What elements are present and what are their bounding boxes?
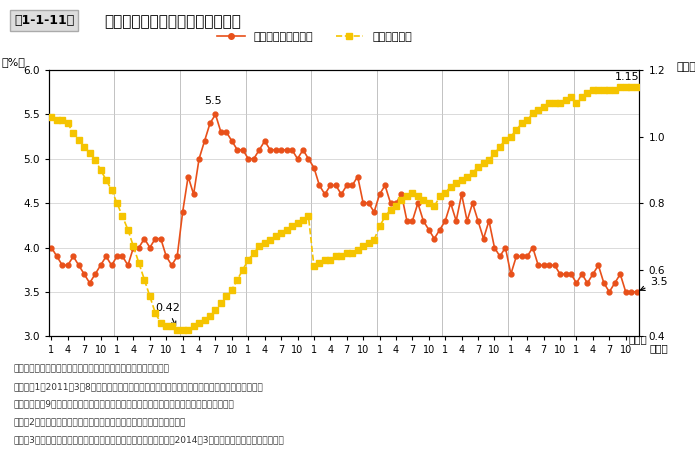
Y-axis label: （%）: （%）: [1, 57, 25, 67]
Text: 3．完全失業率、有効求人倍率ともに季節調整値。それぞれ2014年3月時点の公表値を用いている。: 3．完全失業率、有効求人倍率ともに季節調整値。それぞれ2014年3月時点の公表値…: [14, 435, 285, 444]
Text: （注）　1．2011年3～8月の完全失業率は、岩手県、宮城県及び福島県を除く全国結果である。: （注） 1．2011年3～8月の完全失業率は、岩手県、宮城県及び福島県を除く全国…: [14, 382, 263, 391]
Y-axis label: （倍）: （倍）: [677, 62, 695, 72]
Text: 0.42: 0.42: [155, 303, 180, 326]
Text: （月）: （月）: [629, 334, 648, 344]
Text: 1.15: 1.15: [615, 72, 639, 82]
Text: 資料：総務省「労働力調査」、厚生労働省「職業安定業務統計」: 資料：総務省「労働力調査」、厚生労働省「職業安定業務統計」: [14, 364, 170, 373]
Text: 2．有効求人倍率には、新規学卒者を除きパートタイムを含む。: 2．有効求人倍率には、新規学卒者を除きパートタイムを含む。: [14, 417, 186, 426]
Text: 完全失業率、有効求人倍率の推移: 完全失業率、有効求人倍率の推移: [104, 14, 241, 29]
Text: 3.5: 3.5: [640, 277, 668, 290]
Text: （年）: （年）: [650, 343, 669, 353]
Text: （9月分結果から、岩手県、宮城県及び福島県を含む全国結果の公表を再開。）: （9月分結果から、岩手県、宮城県及び福島県を含む全国結果の公表を再開。）: [14, 400, 235, 409]
Text: 第1-1-11図: 第1-1-11図: [14, 14, 74, 27]
Text: 5.5: 5.5: [204, 96, 222, 106]
Legend: 完全失業率（左軸）, 有効求人倍率: 完全失業率（左軸）, 有効求人倍率: [213, 28, 416, 47]
